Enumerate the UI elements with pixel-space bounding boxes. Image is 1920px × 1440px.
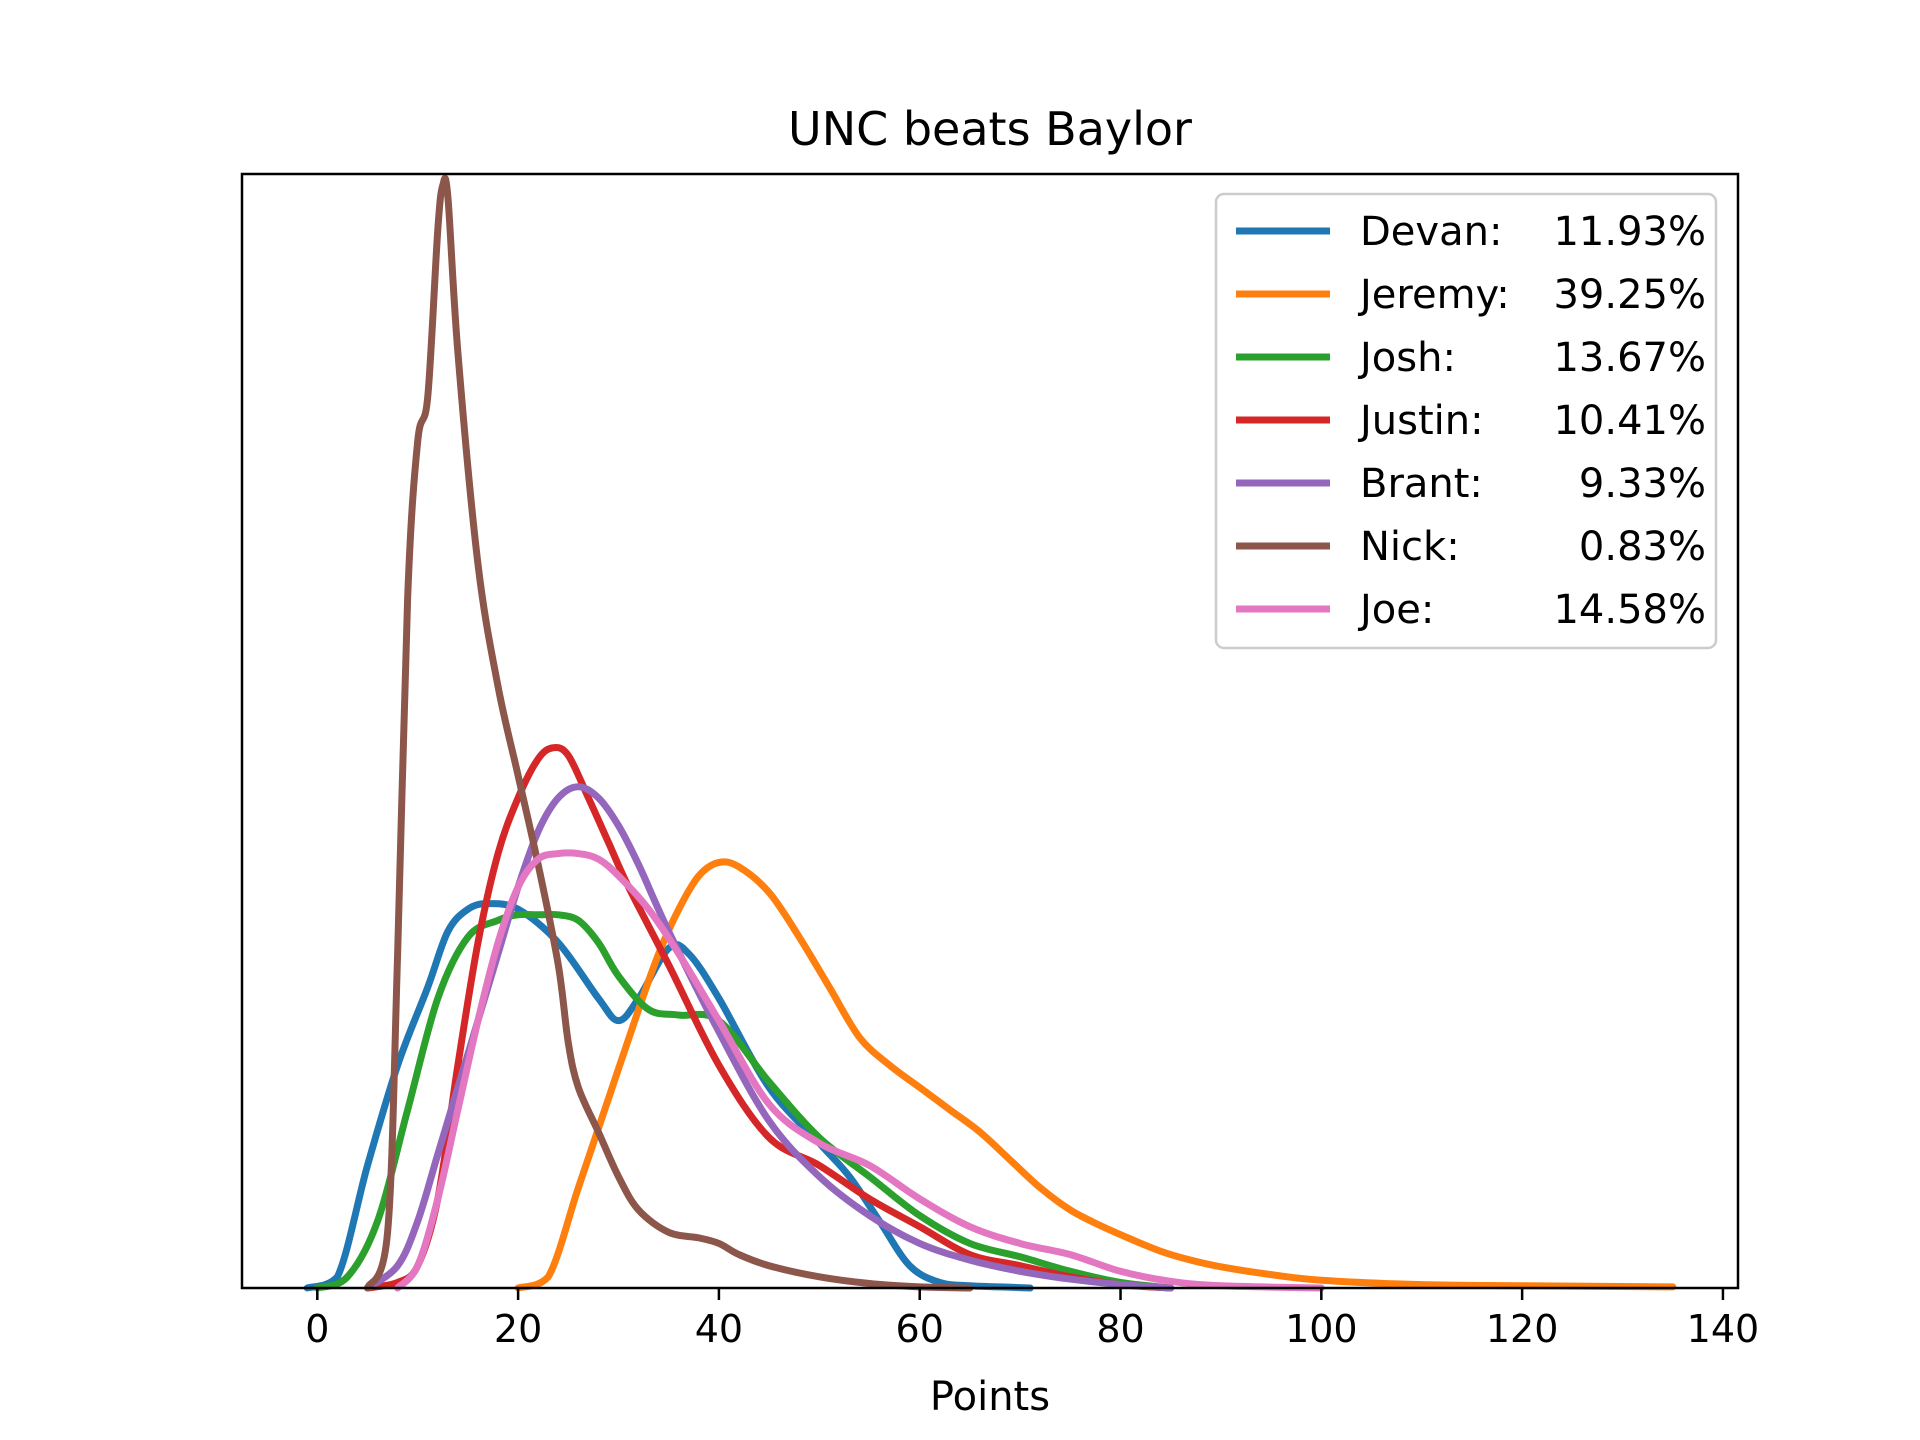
legend-name-jeremy: Jeremy: <box>1357 272 1510 318</box>
series-line-josh <box>313 910 1175 1292</box>
legend: Devan: 11.93% Jeremy: 39.25% Josh: 13.67% Just… <box>1214 192 1718 650</box>
legend-name-brant: Brant: <box>1360 461 1483 507</box>
axes-frame <box>240 172 1740 1290</box>
legend-name-joe: Joe: <box>1357 587 1434 633</box>
x-tick-label: 100 <box>1285 1307 1358 1351</box>
legend-pct-nick: 0.83% <box>1579 524 1706 570</box>
legend-name-nick: Nick: <box>1360 524 1460 570</box>
legend-pct-jeremy: 39.25% <box>1553 272 1706 318</box>
x-tick-label: 0 <box>305 1307 329 1351</box>
series-line-joe <box>394 849 1325 1292</box>
x-tick-label: 140 <box>1687 1307 1760 1351</box>
legend-pct-justin: 10.41% <box>1553 398 1706 444</box>
x-tick-label: 60 <box>896 1307 944 1351</box>
x-axis-label: Points <box>930 1374 1050 1420</box>
legend-name-devan: Devan: <box>1360 209 1502 255</box>
legend-name-justin: Justin: <box>1357 398 1484 444</box>
x-tick-label: 80 <box>1096 1307 1144 1351</box>
legend-pct-brant: 9.33% <box>1579 461 1706 507</box>
legend-pct-devan: 11.93% <box>1553 209 1706 255</box>
legend-box <box>1214 192 1718 650</box>
x-tick-label: 20 <box>494 1307 542 1351</box>
legend-pct-joe: 14.58% <box>1553 587 1706 633</box>
legend-name-josh: Josh: <box>1357 335 1456 381</box>
series-line-justin <box>364 744 1175 1292</box>
x-tick-label: 120 <box>1486 1307 1559 1351</box>
x-tick-label: 40 <box>695 1307 743 1351</box>
legend-pct-josh: 13.67% <box>1553 335 1706 381</box>
series-lines <box>303 174 1677 1292</box>
series-line-brant <box>364 783 1175 1292</box>
chart-title: UNC beats Baylor <box>788 102 1192 156</box>
series-line-jeremy <box>514 858 1677 1292</box>
x-axis-ticks: 0 20 40 60 80 100 120 140 <box>305 1288 1759 1351</box>
series-line-nick <box>364 174 974 1292</box>
series-line-devan <box>303 900 1034 1292</box>
